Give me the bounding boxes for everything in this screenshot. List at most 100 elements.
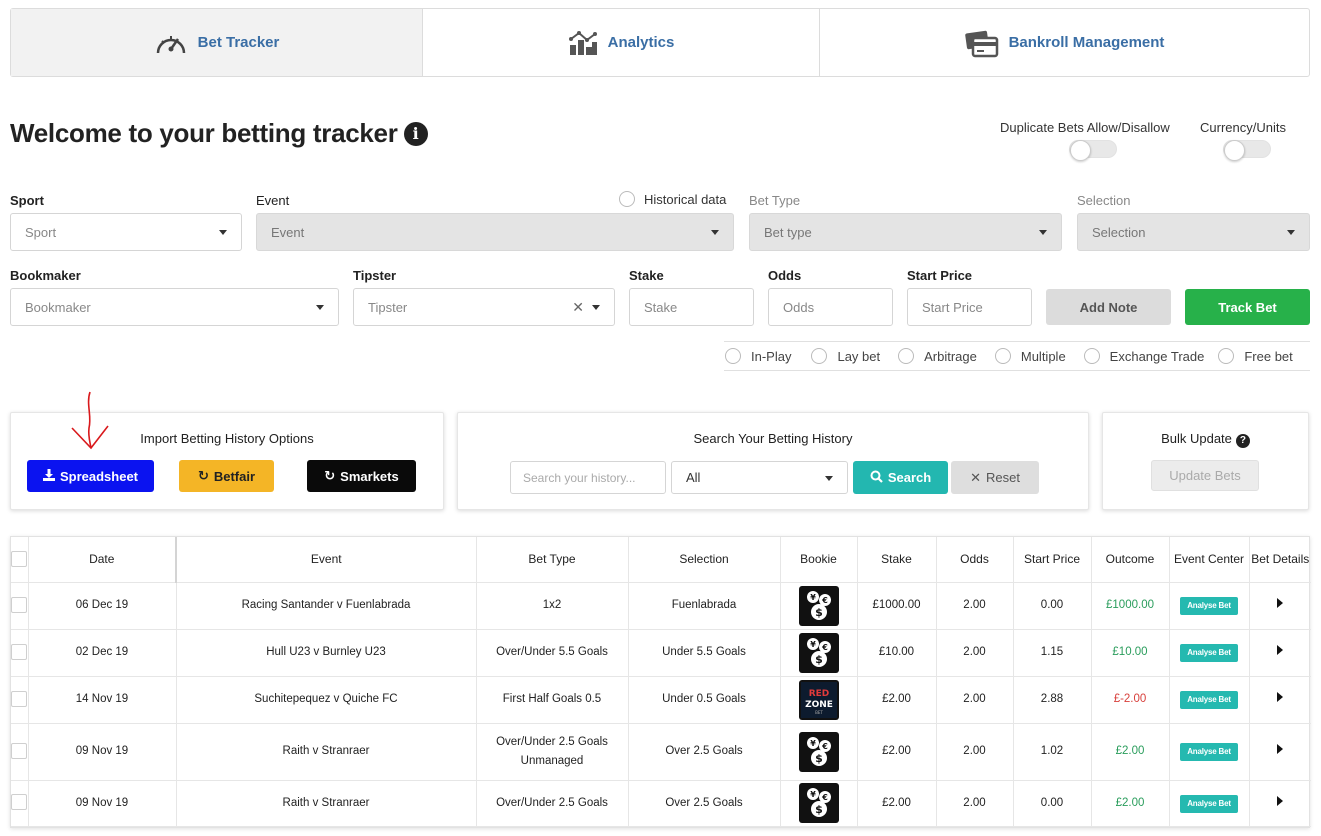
search-history-panel: Search Your Betting History Search your … (457, 412, 1089, 510)
multiple-radio[interactable] (994, 348, 1011, 364)
tab-analytics[interactable]: Analytics (423, 9, 820, 76)
stake-input[interactable]: Stake (629, 288, 754, 326)
expand-arrow-icon[interactable] (1277, 795, 1284, 806)
smarkets-button[interactable]: ↻ Smarkets (307, 460, 416, 492)
tab-bankroll-management[interactable]: Bankroll Management (820, 9, 1309, 76)
select-all-cell (11, 537, 29, 583)
start-price-input[interactable]: Start Price (907, 288, 1032, 326)
exchange-trade-radio[interactable] (1083, 348, 1100, 364)
svg-text:€: € (821, 643, 828, 652)
update-bets-button[interactable]: Update Bets (1151, 460, 1259, 491)
analyse-bet-button[interactable]: Analyse Bet (1180, 691, 1238, 709)
info-icon[interactable]: i (403, 121, 428, 146)
column-header-stake[interactable]: Stake (857, 537, 937, 583)
spreadsheet-button[interactable]: Spreadsheet (27, 460, 154, 492)
betfair-button[interactable]: ↻ Betfair (179, 460, 274, 492)
column-header-outcome[interactable]: Outcome (1091, 537, 1170, 583)
tipster-select[interactable]: Tipster ✕ (353, 288, 615, 326)
bookmaker-label: Bookmaker (10, 268, 81, 283)
option-in-play[interactable]: In-Play (725, 348, 791, 364)
row-checkbox[interactable] (11, 742, 28, 759)
free-bet-radio[interactable] (1218, 348, 1235, 364)
duplicate-bets-label: Duplicate Bets Allow/Disallow (1000, 120, 1170, 135)
bet-type-select-value: Bet type (764, 224, 812, 240)
sport-select[interactable]: Sport (10, 213, 242, 251)
row-checkbox[interactable] (11, 596, 28, 613)
stake-cell: £2.00 (857, 723, 937, 781)
bet-type-text: Over/Under 5.5 Goals (496, 646, 608, 658)
date-cell: 06 Dec 19 (28, 582, 177, 630)
currency-toggle-block: Currency/Units (1200, 120, 1286, 135)
column-header-odds[interactable]: Odds (936, 537, 1014, 583)
row-select-cell (11, 780, 29, 827)
bet-details-cell (1249, 780, 1311, 827)
tab-label: Analytics (607, 34, 675, 51)
selection-select[interactable]: Selection (1077, 213, 1310, 251)
historical-data-radio[interactable] (619, 191, 635, 207)
currency-units-toggle[interactable] (1223, 140, 1271, 161)
outcome-cell: £-2.00 (1091, 676, 1170, 724)
analyse-bet-button[interactable]: Analyse Bet (1180, 644, 1238, 662)
bet-type-select[interactable]: Bet type (749, 213, 1062, 251)
expand-arrow-icon[interactable] (1277, 692, 1284, 702)
search-button[interactable]: Search (853, 461, 948, 494)
table-row[interactable]: 02 Dec 19 Hull U23 v Burnley U23 Over/Unde… (11, 629, 1311, 677)
table-row[interactable]: 09 Nov 19 Raith v Stranraer Over/Under 2.5… (11, 780, 1311, 827)
option-arbitrage[interactable]: Arbitrage (898, 348, 977, 364)
date-cell: 14 Nov 19 (28, 676, 177, 724)
speedometer-icon (154, 29, 188, 57)
search-filter-select[interactable]: All (671, 461, 848, 494)
svg-text:€: € (821, 742, 828, 751)
odds-input[interactable]: Odds (768, 288, 893, 326)
tab-bet-tracker[interactable]: Bet Tracker (11, 9, 423, 76)
option-lay-bet[interactable]: Lay bet (811, 348, 880, 364)
analyse-bet-button[interactable]: Analyse Bet (1180, 794, 1238, 813)
row-select-cell (11, 629, 29, 677)
column-header-date[interactable]: Date (28, 537, 177, 583)
arbitrage-radio[interactable] (898, 348, 915, 364)
bet-type-label: Bet Type (749, 193, 801, 208)
selection-label: Selection (1077, 193, 1131, 208)
add-note-button[interactable]: Add Note (1046, 289, 1171, 325)
option-multiple[interactable]: Multiple (994, 348, 1066, 364)
column-header-event[interactable]: Event (176, 537, 477, 583)
help-icon[interactable]: ? (1235, 433, 1250, 448)
table-row[interactable]: 14 Nov 19 Suchitepequez v Quiche FC First … (11, 676, 1311, 724)
chevron-down-icon (1287, 230, 1295, 235)
in-play-radio[interactable] (725, 348, 741, 364)
lay-bet-radio[interactable] (811, 348, 828, 364)
table-row[interactable]: 06 Dec 19 Racing Santander v Fuenlabrada 1… (11, 582, 1311, 630)
reset-button[interactable]: ✕ Reset (951, 461, 1039, 494)
historical-data-option[interactable]: Historical data (619, 191, 726, 207)
column-header-bet-type[interactable]: Bet Type (476, 537, 629, 583)
bookmaker-select[interactable]: Bookmaker (10, 288, 339, 326)
search-history-input[interactable]: Search your history... (510, 461, 666, 494)
track-bet-button[interactable]: Track Bet (1185, 289, 1310, 325)
option-label: Free bet (1244, 348, 1293, 364)
table-row[interactable]: 09 Nov 19 Raith v Stranraer Over/Under 2.5… (11, 723, 1311, 781)
svg-text:BET: BET (815, 710, 823, 715)
duplicate-bets-toggle[interactable] (1069, 140, 1117, 161)
page-title: Welcome to your betting tracker i (10, 118, 428, 149)
option-exchange-trade[interactable]: Exchange Trade (1083, 348, 1204, 364)
event-select-value: Event (271, 224, 305, 240)
duplicate-bets-toggle-block: Duplicate Bets Allow/Disallow (1000, 120, 1170, 135)
event-select[interactable]: Event (256, 213, 734, 251)
analyse-bet-button[interactable]: Analyse Bet (1180, 743, 1238, 761)
clear-icon[interactable]: ✕ (572, 299, 584, 315)
row-checkbox[interactable] (11, 794, 28, 811)
expand-arrow-icon[interactable] (1277, 598, 1284, 608)
chevron-down-icon (316, 305, 324, 310)
selection-cell: Over 2.5 Goals (628, 780, 781, 827)
column-header-bookie[interactable]: Bookie (780, 537, 858, 583)
row-checkbox[interactable] (11, 690, 28, 707)
expand-arrow-icon[interactable] (1277, 645, 1284, 655)
option-free-bet[interactable]: Free bet (1218, 348, 1293, 364)
analyse-bet-button[interactable]: Analyse Bet (1180, 597, 1238, 615)
expand-arrow-icon[interactable] (1277, 744, 1284, 754)
column-header-selection[interactable]: Selection (628, 537, 781, 583)
column-header-start-price[interactable]: Start Price (1013, 537, 1092, 583)
tab-label: Bankroll Management (1008, 34, 1165, 51)
row-checkbox[interactable] (11, 643, 28, 660)
select-all-checkbox[interactable] (11, 551, 28, 568)
